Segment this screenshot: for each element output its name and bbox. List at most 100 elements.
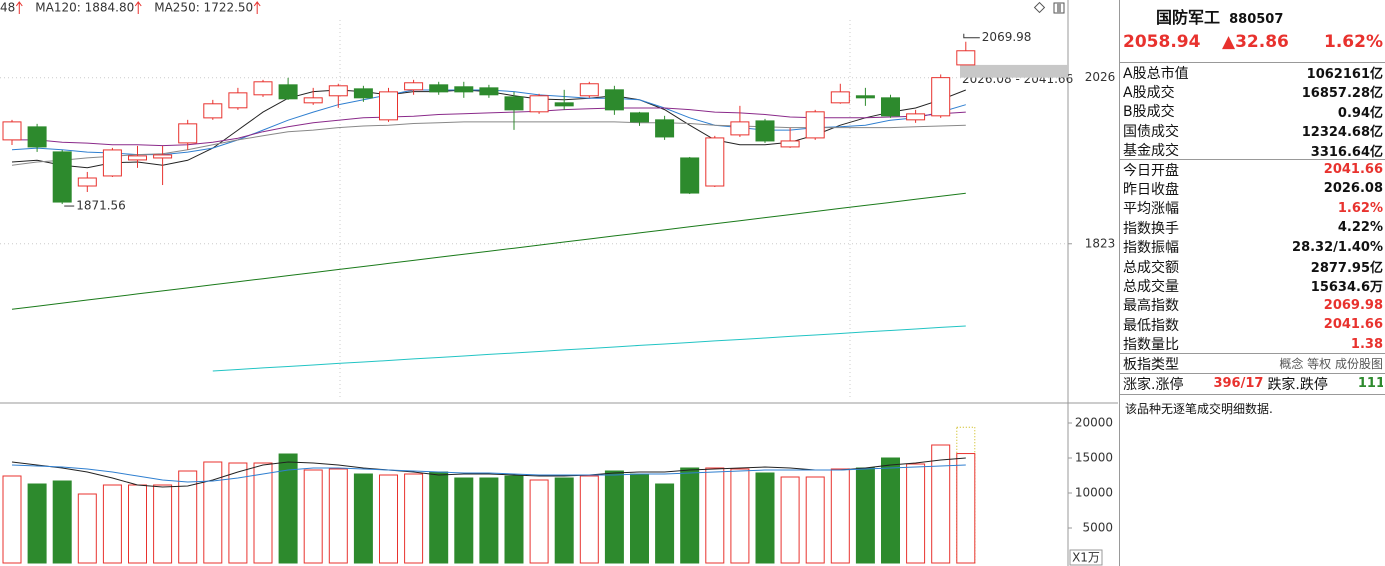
stat-row: 最低指数 2041.66 [1123,315,1383,334]
stat-value: 28.32/1.40% [1292,239,1383,255]
candle-body [755,120,775,142]
candle-body [604,89,624,111]
stat-value: 0.94亿 [1337,105,1383,121]
stat-row: 今日开盘 2041.66 [1123,160,1383,179]
breadth-label: 跌家.跌停 [1267,376,1328,393]
volume-bar [579,475,599,564]
candle-body [780,140,800,148]
stat-value: 概念 等权 成份股图 [1279,357,1383,371]
ma-line [11,464,966,483]
stat-value: 4.22% [1337,220,1383,236]
stat-label: 总成交额 [1123,259,1179,276]
volume-bar [253,462,273,564]
volume-bar [931,444,951,564]
volume-bar [504,475,524,564]
icon-window[interactable] [1057,3,1061,13]
volume-bar [554,477,574,564]
candle-body [27,126,47,148]
stat-value: 1062161亿 [1306,67,1383,82]
volume-bar [178,470,198,564]
stat-value: 15634.6万 [1310,280,1383,296]
separator [1120,159,1385,160]
gap-band [960,64,1068,78]
stat-label: 国债成交 [1123,123,1179,140]
candle-body [805,111,825,139]
volume-bar [27,483,47,564]
legend-arrow [15,1,23,14]
candle-body [203,103,223,119]
separator [1120,373,1385,375]
stat-label: 板指类型 [1123,356,1179,373]
annotation: 1871.56 [76,199,126,213]
stat-value: 2026.08 [1323,181,1383,197]
stat-row: A股总市值 1062161亿 [1123,63,1383,83]
stat-label: 指数量比 [1123,337,1179,354]
leader [963,33,980,39]
note: 该品种无逐笔成交明细数据. [1125,402,1273,417]
legend-entry: MA250: 1722.50 [154,1,253,15]
candle-body [52,151,72,203]
stat-label: 最高指数 [1123,298,1179,315]
volume-bar [128,484,147,564]
candle-body [178,123,198,144]
candle-body [931,77,951,117]
candle-body [404,82,424,91]
volume-bar [805,476,825,564]
candle-body [77,177,97,187]
candle-body [303,97,323,104]
panel-code: 880507 [1229,12,1284,27]
candle-body [328,85,348,97]
stat-value: 1.38 [1350,336,1383,352]
volume-bar [52,480,72,564]
stat-row: 指数量比 1.38 [1123,335,1383,354]
stat-value: 2069.98 [1323,297,1383,313]
volume-bar [429,471,449,564]
volume-bar [906,463,926,564]
stat-row: 基金成交 3316.64亿 [1123,141,1383,160]
candle-body [554,102,574,107]
volume-bar [529,479,549,564]
volume-bar [830,468,850,564]
y-tick-label: 2026 [1085,70,1116,84]
legend-arrow [253,1,261,14]
volume-bar [353,473,373,564]
unit-box [1069,549,1103,566]
stat-label: B股成交 [1123,104,1175,121]
unit-label: X1万 [1072,551,1100,565]
candle-body [855,95,875,99]
candle-body [228,92,248,109]
panel-title: 国防军工 [1156,8,1221,27]
stat-value: 1.62% [1337,200,1383,216]
candle-body [353,88,373,99]
separator [1120,62,1385,63]
stat-value: 12324.68亿 [1301,125,1383,141]
volume-bar [404,473,424,564]
volume-bar [956,453,976,564]
candle-body [504,96,524,111]
stat-row: 国债成交 12324.68亿 [1123,121,1383,141]
stat-label: 总成交量 [1123,278,1179,295]
price-pct: 1.62% [1324,32,1383,52]
stat-row: 最高指数 2069.98 [1123,296,1383,315]
icon-diamond[interactable] [1033,1,1046,14]
legend-entry: 48 [0,1,15,15]
ma-line [212,325,966,372]
candle-body [2,121,22,141]
price-change: ▲32.86 [1222,32,1289,52]
legend-arrow [134,1,142,14]
volume-bar [454,477,474,564]
stat-label: 基金成交 [1123,143,1179,160]
candle-body [956,50,976,66]
candle-body [579,83,599,97]
volume-bar [228,462,248,564]
y-tick-label: 10000 [1075,485,1113,499]
separator [1120,353,1385,354]
panel-header: 国防军工 880507 [1156,4,1283,28]
volume-bar [102,484,122,564]
volume-bar [278,453,298,564]
volume-bar [303,469,323,564]
stat-row: 指数换手 4.22% [1123,218,1383,237]
stat-value: 16857.28亿 [1301,86,1383,102]
stat-label: 最低指数 [1123,317,1179,334]
